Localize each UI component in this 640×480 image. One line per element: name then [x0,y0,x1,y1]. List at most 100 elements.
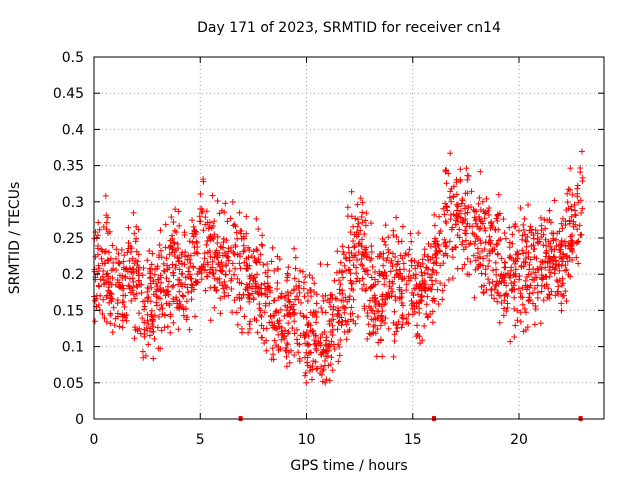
data-point [225,292,232,299]
data-point [250,296,257,303]
data-point [511,333,518,340]
data-point [258,241,265,248]
data-point [132,295,139,302]
data-point [550,253,557,260]
data-point [248,253,255,260]
data-point [514,317,521,324]
data-point [368,307,375,314]
data-point [480,290,487,297]
data-point [154,263,161,270]
data-point [427,311,434,318]
data-point [214,240,221,247]
data-point [429,266,436,273]
data-point [113,246,120,253]
data-point [171,253,178,260]
data-point [291,275,298,282]
data-point [170,295,177,302]
data-point [149,323,156,330]
data-point [326,377,333,384]
data-point [344,318,351,325]
data-point [253,215,260,222]
data-point [106,289,113,296]
data-point [481,225,488,232]
data-point [291,330,298,337]
data-point [100,296,107,303]
data-point [413,299,420,306]
data-point [104,270,111,277]
data-point [171,240,178,247]
data-point [463,223,470,230]
data-point [302,369,309,376]
data-point [254,329,261,336]
data-point [217,295,224,302]
data-point [104,256,111,263]
data-point [175,326,182,333]
data-point [448,185,455,192]
data-point [265,267,272,274]
data-point [346,254,353,261]
data-point [313,300,320,307]
data-point [362,217,369,224]
data-point [443,203,450,210]
data-point [491,286,498,293]
data-point [358,214,365,221]
data-point [112,255,119,262]
data-point [139,348,146,355]
data-point [295,349,302,356]
data-point [450,194,457,201]
data-point [378,337,385,344]
data-point [156,306,163,313]
data-point [396,266,403,273]
y-tick-label: 0.15 [53,303,84,319]
data-point [156,241,163,248]
data-point [180,293,187,300]
data-point [414,291,421,298]
data-point [100,223,107,230]
data-point [446,238,453,245]
data-point [371,310,378,317]
data-point [573,254,580,261]
data-point [411,257,418,264]
data-point [318,363,325,370]
data-point [168,232,175,239]
data-point [354,216,361,223]
data-point [135,277,142,284]
data-point [456,234,463,241]
data-point [397,252,404,259]
data-point [171,227,178,234]
data-point [246,280,253,287]
data-point [275,343,282,350]
data-point [512,257,519,264]
data-point [560,251,567,258]
data-point [474,265,481,272]
data-point [100,267,107,274]
data-point [513,251,520,258]
data-point [389,263,396,270]
data-point [245,329,252,336]
data-point [374,308,381,315]
data-point [417,263,424,270]
data-point [484,252,491,259]
data-point [574,185,581,192]
data-point [359,275,366,282]
data-point [162,292,169,299]
data-point [525,201,532,208]
data-point [180,312,187,319]
data-point [441,211,448,218]
data-point [350,317,357,324]
data-point [453,191,460,198]
data-point [415,259,422,266]
data-point [528,271,535,278]
data-point [531,321,538,328]
data-point [154,324,161,331]
data-point [311,341,318,348]
data-point [492,283,499,290]
data-point [445,276,452,283]
data-point [476,194,483,201]
data-point [375,278,382,285]
data-point [139,272,146,279]
data-point [202,287,209,294]
data-point [95,302,102,309]
data-point [160,267,167,274]
data-point [501,292,508,299]
